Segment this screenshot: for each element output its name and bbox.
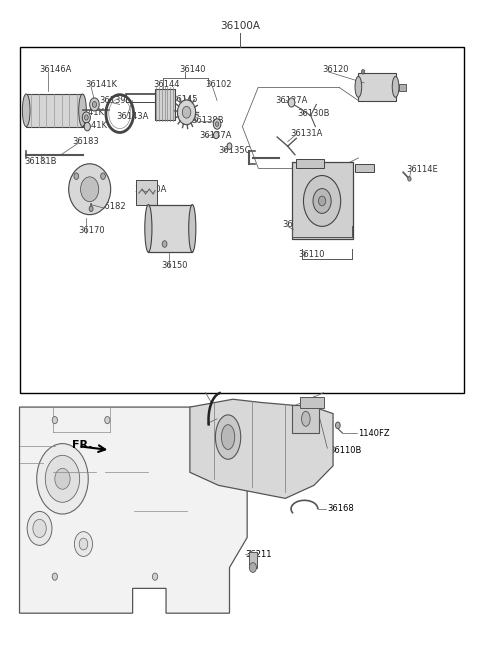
Ellipse shape (336, 422, 340, 428)
Ellipse shape (90, 98, 99, 111)
Bar (136, 180, 157, 205)
Ellipse shape (301, 411, 310, 426)
Ellipse shape (392, 77, 399, 97)
Ellipse shape (74, 532, 93, 557)
Ellipse shape (101, 173, 106, 179)
Text: 1140FZ: 1140FZ (359, 428, 390, 438)
Text: 36110G: 36110G (201, 418, 234, 426)
Ellipse shape (153, 573, 157, 580)
Text: 36102: 36102 (205, 81, 232, 89)
Ellipse shape (55, 468, 70, 489)
Bar (356, 164, 373, 172)
Ellipse shape (84, 122, 90, 131)
Text: 36130B: 36130B (297, 109, 330, 118)
Bar (155, 89, 175, 120)
Text: 36145: 36145 (171, 95, 197, 103)
Text: 36170: 36170 (79, 227, 105, 235)
Ellipse shape (82, 112, 90, 123)
Ellipse shape (89, 206, 93, 212)
Text: 36141K: 36141K (85, 81, 117, 89)
Ellipse shape (52, 573, 58, 580)
Bar (249, 552, 257, 567)
Text: 36139: 36139 (99, 96, 126, 105)
Text: 36143A: 36143A (116, 112, 148, 121)
Polygon shape (20, 407, 247, 613)
Ellipse shape (361, 69, 365, 74)
Text: 36110: 36110 (298, 250, 325, 259)
Ellipse shape (214, 132, 219, 139)
Ellipse shape (189, 204, 196, 252)
Ellipse shape (23, 94, 30, 126)
Bar (291, 162, 353, 240)
Text: 36110B: 36110B (330, 445, 362, 455)
Ellipse shape (319, 196, 325, 206)
Polygon shape (190, 400, 333, 498)
Text: 36211: 36211 (246, 550, 272, 559)
Text: 36135C: 36135C (218, 145, 251, 155)
Text: 36138B: 36138B (192, 115, 224, 124)
Text: 36100A: 36100A (220, 21, 260, 31)
Bar (148, 205, 192, 252)
Text: 36168: 36168 (327, 504, 354, 514)
Text: 36127A: 36127A (276, 96, 308, 105)
Ellipse shape (45, 455, 80, 502)
Ellipse shape (145, 204, 152, 252)
Text: 36141K: 36141K (75, 121, 108, 130)
Bar (291, 405, 319, 433)
Text: 36120: 36120 (322, 66, 348, 75)
Ellipse shape (313, 189, 331, 214)
Text: 36112H: 36112H (282, 220, 315, 229)
Ellipse shape (81, 177, 99, 202)
Ellipse shape (303, 176, 341, 227)
Bar (359, 73, 396, 100)
Ellipse shape (216, 415, 240, 459)
Text: 36150: 36150 (161, 261, 188, 270)
Text: 36181B: 36181B (24, 157, 57, 166)
Ellipse shape (74, 173, 79, 179)
Ellipse shape (84, 115, 88, 120)
Bar (300, 397, 324, 408)
Text: 36141K: 36141K (72, 108, 104, 117)
Ellipse shape (216, 122, 219, 126)
Ellipse shape (79, 94, 86, 126)
Ellipse shape (227, 143, 232, 149)
Ellipse shape (178, 100, 196, 124)
Ellipse shape (79, 538, 88, 550)
Text: 36114E: 36114E (406, 165, 438, 174)
Ellipse shape (355, 77, 362, 97)
Text: 36182: 36182 (99, 202, 126, 212)
Bar (399, 84, 406, 92)
Bar (296, 159, 324, 168)
Text: 36137A: 36137A (199, 130, 232, 140)
Text: 36144: 36144 (153, 81, 180, 89)
Bar (26, 94, 83, 126)
Ellipse shape (69, 164, 111, 215)
Ellipse shape (52, 417, 58, 424)
Text: 36183: 36183 (72, 137, 99, 146)
Text: 36131A: 36131A (290, 128, 323, 138)
Ellipse shape (221, 424, 235, 449)
Ellipse shape (92, 102, 96, 107)
Ellipse shape (105, 417, 110, 424)
Text: FR.: FR. (72, 440, 93, 450)
Ellipse shape (27, 512, 52, 546)
Text: 36146A: 36146A (39, 66, 72, 75)
Ellipse shape (249, 563, 256, 572)
Ellipse shape (408, 176, 411, 181)
Ellipse shape (33, 519, 46, 538)
Ellipse shape (288, 98, 295, 107)
Text: 36140: 36140 (179, 66, 205, 75)
Ellipse shape (182, 106, 191, 118)
Text: 36170A: 36170A (134, 185, 167, 194)
Ellipse shape (162, 241, 167, 248)
Ellipse shape (213, 119, 221, 129)
Ellipse shape (36, 443, 88, 514)
